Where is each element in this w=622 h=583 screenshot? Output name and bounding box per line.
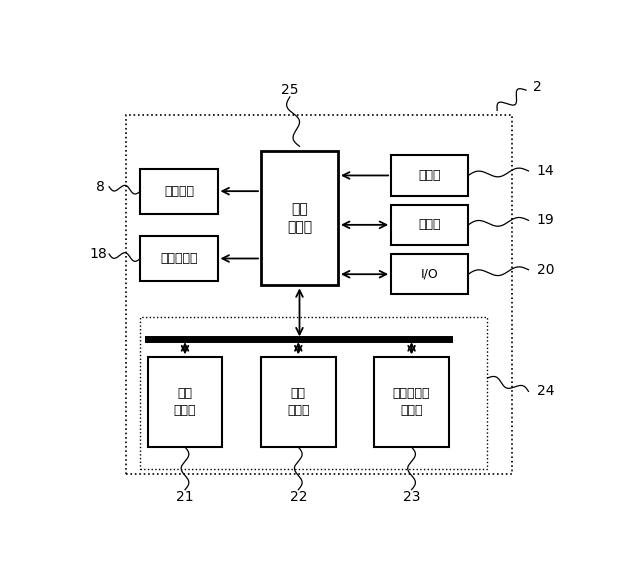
Bar — [261, 151, 338, 286]
Bar — [147, 357, 223, 447]
Text: 第二
記憶部: 第二 記憶部 — [287, 387, 310, 417]
Bar — [261, 357, 336, 447]
Text: 20: 20 — [537, 263, 554, 277]
Text: 中央
制御部: 中央 制御部 — [287, 202, 312, 234]
Text: 21: 21 — [176, 490, 194, 504]
Bar — [141, 236, 218, 281]
Text: 18: 18 — [89, 247, 107, 261]
Bar — [391, 155, 468, 196]
Text: 表示画面: 表示画面 — [164, 185, 194, 198]
Bar — [126, 115, 512, 474]
Bar — [374, 357, 449, 447]
Bar — [141, 168, 218, 213]
Text: 2: 2 — [533, 80, 542, 94]
Text: 22: 22 — [289, 490, 307, 504]
Text: 通信部: 通信部 — [419, 219, 441, 231]
Bar — [141, 317, 488, 469]
Text: 25: 25 — [281, 83, 299, 97]
Text: カメラ: カメラ — [419, 169, 441, 182]
Bar — [391, 205, 468, 245]
Text: 19: 19 — [537, 213, 554, 227]
Text: 14: 14 — [537, 164, 554, 178]
Text: 第一
記憶部: 第一 記憶部 — [174, 387, 197, 417]
Text: プログラム
記憶部: プログラム 記憶部 — [393, 387, 430, 417]
Text: スピーカー: スピーカー — [160, 252, 198, 265]
Text: 8: 8 — [96, 180, 105, 194]
Text: 23: 23 — [403, 490, 420, 504]
Text: I/O: I/O — [420, 268, 439, 280]
Bar — [391, 254, 468, 294]
Text: 24: 24 — [537, 384, 554, 398]
